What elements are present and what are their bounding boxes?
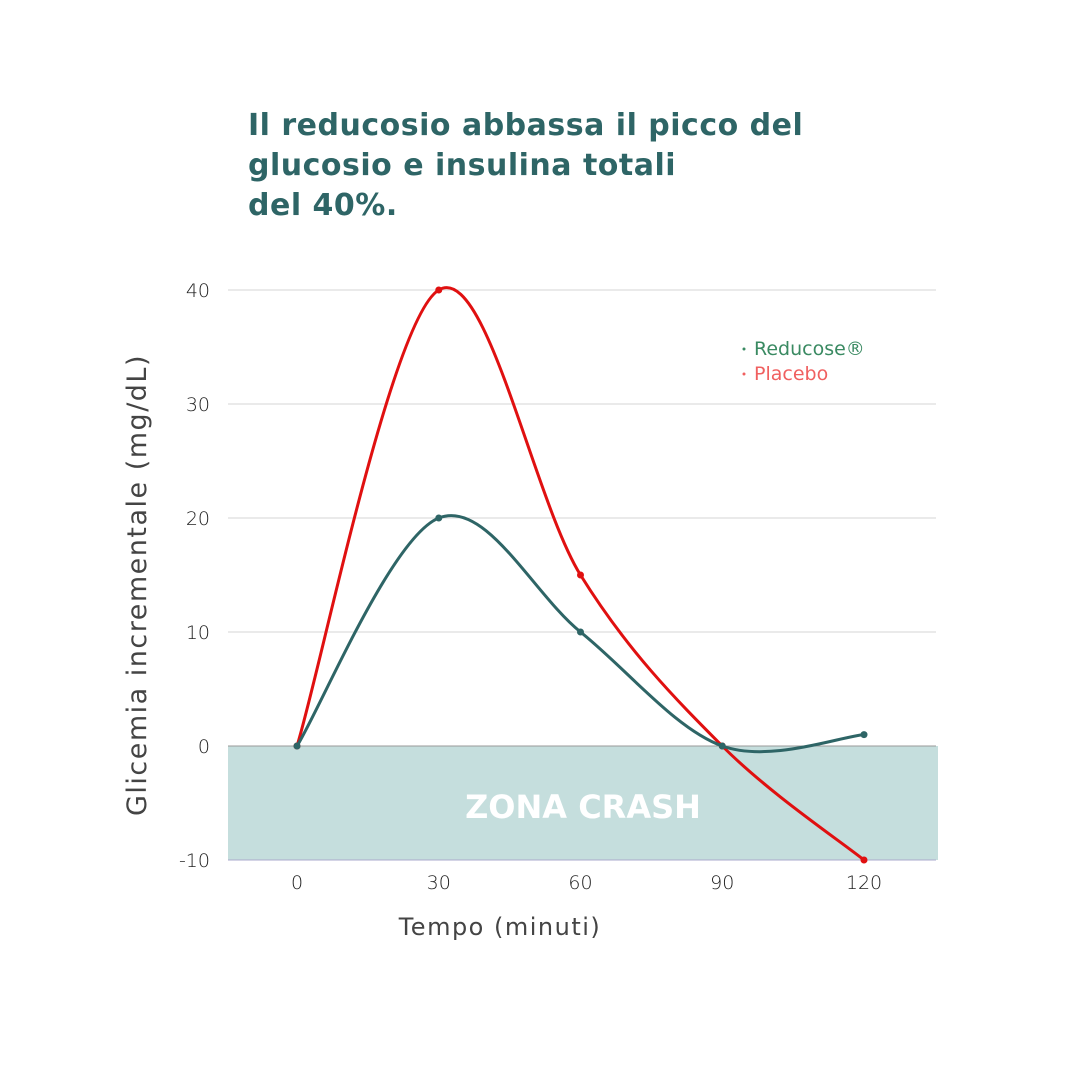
legend-marker xyxy=(742,347,746,351)
y-tick-label: -10 xyxy=(179,850,210,872)
crash-zone xyxy=(228,746,938,860)
y-tick-label: 10 xyxy=(186,622,210,644)
x-tick-label: 60 xyxy=(568,872,592,894)
x-axis-label: Tempo (minuti) xyxy=(398,913,602,941)
title-line: del 40%. xyxy=(248,188,398,223)
data-point xyxy=(293,742,301,750)
chart-title: Il reducosio abbassa il picco del glucos… xyxy=(248,106,948,226)
data-point xyxy=(577,628,584,636)
data-point xyxy=(718,742,726,750)
legend-marker xyxy=(742,372,746,376)
y-tick-label: 40 xyxy=(186,280,210,302)
legend-label: Placebo xyxy=(754,363,828,385)
data-point xyxy=(860,731,868,739)
y-tick-label: 20 xyxy=(186,508,210,530)
title-line: Il reducosio abbassa il picco del xyxy=(248,108,804,143)
title-line: glucosio e insulina totali xyxy=(248,148,677,183)
legend-label: Reducose® xyxy=(754,338,865,360)
x-tick-label: 30 xyxy=(427,872,451,894)
x-tick-label: 120 xyxy=(846,872,882,894)
data-point xyxy=(860,856,868,864)
y-tick-label: 0 xyxy=(198,736,210,758)
data-point xyxy=(435,286,443,294)
x-tick-label: 0 xyxy=(291,872,303,894)
y-tick-label: 30 xyxy=(186,394,210,416)
data-point xyxy=(577,571,584,579)
x-tick-label: 90 xyxy=(710,872,734,894)
series-line-1 xyxy=(295,286,865,862)
y-axis-label: Glicemia incrementale (mg/dL) xyxy=(122,354,153,816)
series-line-0 xyxy=(295,514,865,754)
crash-zone-label: ZONA CRASH xyxy=(465,788,701,826)
data-point xyxy=(435,514,443,522)
